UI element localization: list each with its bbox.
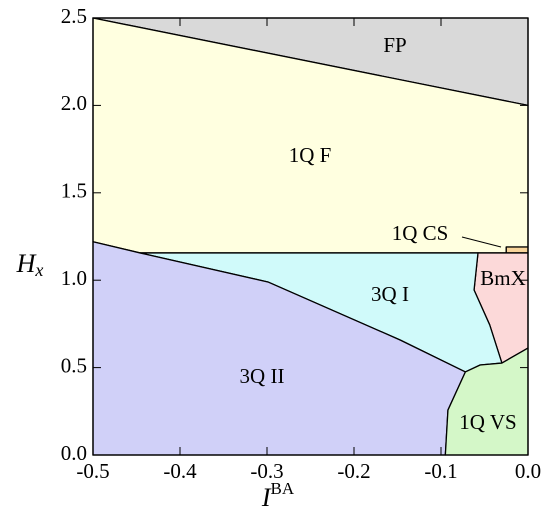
plot-frame (92, 17, 529, 456)
region-label: 1Q VS (459, 410, 516, 434)
region-label: 3Q II (240, 364, 285, 388)
phase-region (505, 246, 529, 254)
x-tick-label: -0.3 (250, 459, 283, 483)
region-label: 1Q CS (392, 221, 449, 245)
y-tick-label: 2.0 (61, 91, 87, 115)
x-axis-label-main: I (261, 483, 272, 512)
y-tick-label: 2.5 (61, 4, 87, 28)
y-tick-label: 0.5 (61, 353, 87, 377)
x-tick-label: -0.1 (424, 459, 457, 483)
y-tick-label: 1.0 (61, 266, 87, 290)
y-tick-label: 1.5 (61, 179, 87, 203)
x-tick-label: -0.4 (163, 459, 197, 483)
y-axis-label: Hx (16, 249, 44, 280)
x-tick-label: -0.2 (337, 459, 370, 483)
x-axis-label: IBA (261, 479, 295, 512)
region-label: 3Q I (371, 282, 409, 306)
region-label: BmX (480, 266, 526, 290)
x-axis-label-sup: BA (271, 479, 295, 498)
annotation-arrow (461, 236, 502, 248)
y-axis-label-sub: x (34, 260, 43, 280)
y-tick-label: 0.0 (61, 441, 87, 465)
x-tick-label: -0.5 (76, 459, 109, 483)
x-tick-label: 0.0 (515, 459, 541, 483)
region-label: 1Q F (289, 143, 332, 167)
region-label: FP (383, 33, 406, 57)
y-axis-label-main: H (16, 249, 37, 278)
